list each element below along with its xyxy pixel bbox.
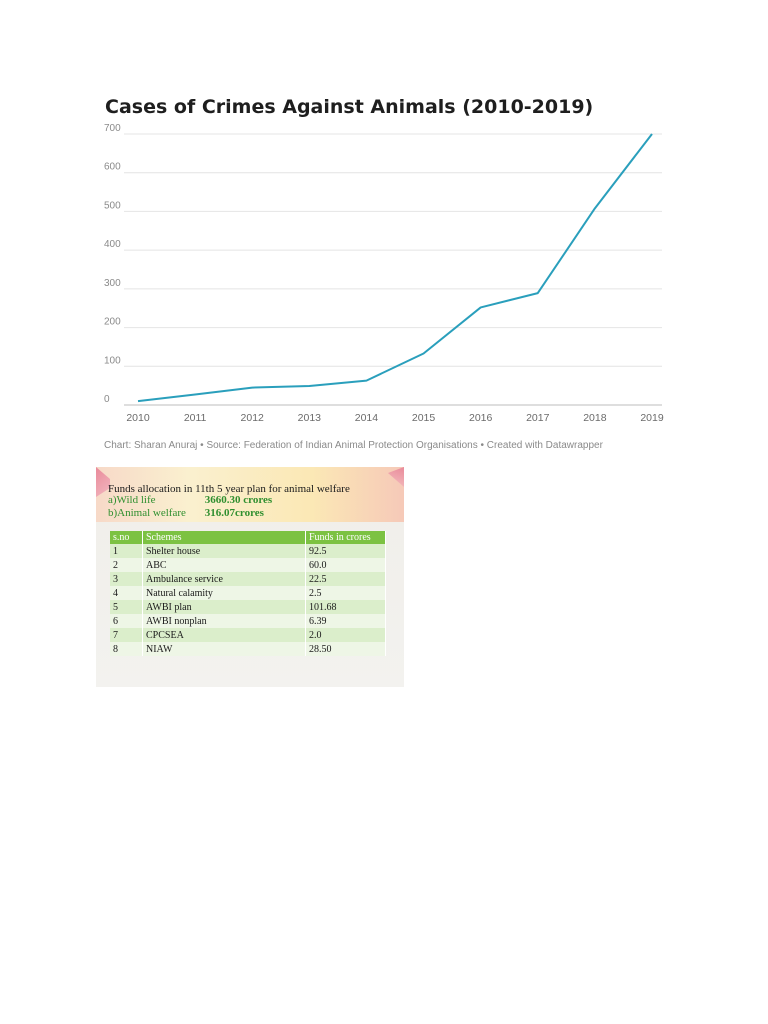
table-row: 2 ABC 60.0 [110,558,386,572]
cell-funds: 28.50 [305,642,386,656]
table-row: 3 Ambulance service 22.5 [110,572,386,586]
cell-funds: 2.5 [305,586,386,600]
y-tick-label: 400 [104,239,121,250]
x-tick-label: 2010 [126,412,150,424]
x-tick-label: 2017 [526,412,550,424]
cell-scheme: Natural calamity [142,586,306,600]
cell-sno: 5 [110,600,143,614]
cell-funds: 6.39 [305,614,386,628]
cell-sno: 6 [110,614,143,628]
y-tick-label: 100 [104,355,121,366]
cell-sno: 3 [110,572,143,586]
cell-sno: 8 [110,642,143,656]
cell-funds: 101.68 [305,600,386,614]
y-tick-label: 0 [104,394,110,405]
cell-scheme: ABC [142,558,306,572]
y-tick-label: 200 [104,317,121,328]
cell-sno: 4 [110,586,143,600]
x-tick-label: 2011 [184,412,207,424]
funds-allocation-slide: Funds allocation in 11th 5 year plan for… [96,467,404,687]
crimes-chart: Cases of Crimes Against Animals (2010-20… [96,84,676,460]
header-scheme: Schemes [142,531,306,544]
table-header-row: s.no Schemes Funds in crores [110,531,386,544]
cell-scheme: AWBI plan [142,600,306,614]
y-tick-label: 600 [104,162,121,173]
table-row: 1 Shelter house 92.5 [110,544,386,558]
table-row: 4 Natural calamity 2.5 [110,586,386,600]
y-tick-label: 700 [104,123,121,134]
allocation-name: a)Wild life [108,494,156,506]
cell-sno: 7 [110,628,143,642]
y-tick-labels: 0 100 200 300 400 500 600 700 [104,123,121,405]
funds-title: Funds allocation in 11th 5 year plan for… [108,483,350,495]
table-row: 7 CPCSEA 2.0 [110,628,386,642]
cell-scheme: AWBI nonplan [142,614,306,628]
table-row: 5 AWBI plan 101.68 [110,600,386,614]
series-line [137,133,653,403]
cell-funds: 2.0 [305,628,386,642]
cell-scheme: CPCSEA [142,628,306,642]
x-tick-label: 2012 [241,412,265,424]
x-tick-label: 2013 [298,412,322,424]
cell-funds: 60.0 [305,558,386,572]
chart-credit: Chart: Sharan Anuraj • Source: Federatio… [104,440,603,451]
allocation-animal-welfare: b)Animal welfare 316.07crores [108,507,264,519]
y-tick-label: 300 [104,278,121,289]
cell-funds: 22.5 [305,572,386,586]
table-row: 6 AWBI nonplan 6.39 [110,614,386,628]
header-sno: s.no [110,531,143,544]
cell-funds: 92.5 [305,544,386,558]
cell-scheme: NIAW [142,642,306,656]
table-row: 8 NIAW 28.50 [110,642,386,656]
cell-scheme: Ambulance service [142,572,306,586]
grid-lines [124,133,662,406]
chart-title: Cases of Crimes Against Animals (2010-20… [105,96,594,118]
allocation-name: b)Animal welfare [108,507,186,519]
cell-sno: 2 [110,558,143,572]
x-tick-label: 2019 [640,412,664,424]
funds-table: s.no Schemes Funds in crores 1 Shelter ho… [110,531,386,656]
cell-scheme: Shelter house [142,544,306,558]
x-tick-label: 2018 [583,412,607,424]
funds-table-body: 1 Shelter house 92.5 2 ABC 60.0 3 Ambulance ser… [110,544,386,656]
allocation-amount: 3660.30 crores [204,494,273,506]
x-tick-labels: 2010 2011 2012 2013 2014 2015 2016 2017 2018 2019 [126,412,664,424]
allocation-amount: 316.07crores [204,507,264,519]
series-lines [137,133,653,403]
x-tick-label: 2015 [412,412,436,424]
x-tick-label: 2014 [355,412,379,424]
allocation-wildlife: a)Wild life 3660.30 crores [108,494,272,506]
x-tick-label: 2016 [469,412,493,424]
funds-header-banner [96,467,404,522]
header-funds: Funds in crores [305,531,386,544]
cell-sno: 1 [110,544,143,558]
y-tick-label: 500 [104,200,121,211]
